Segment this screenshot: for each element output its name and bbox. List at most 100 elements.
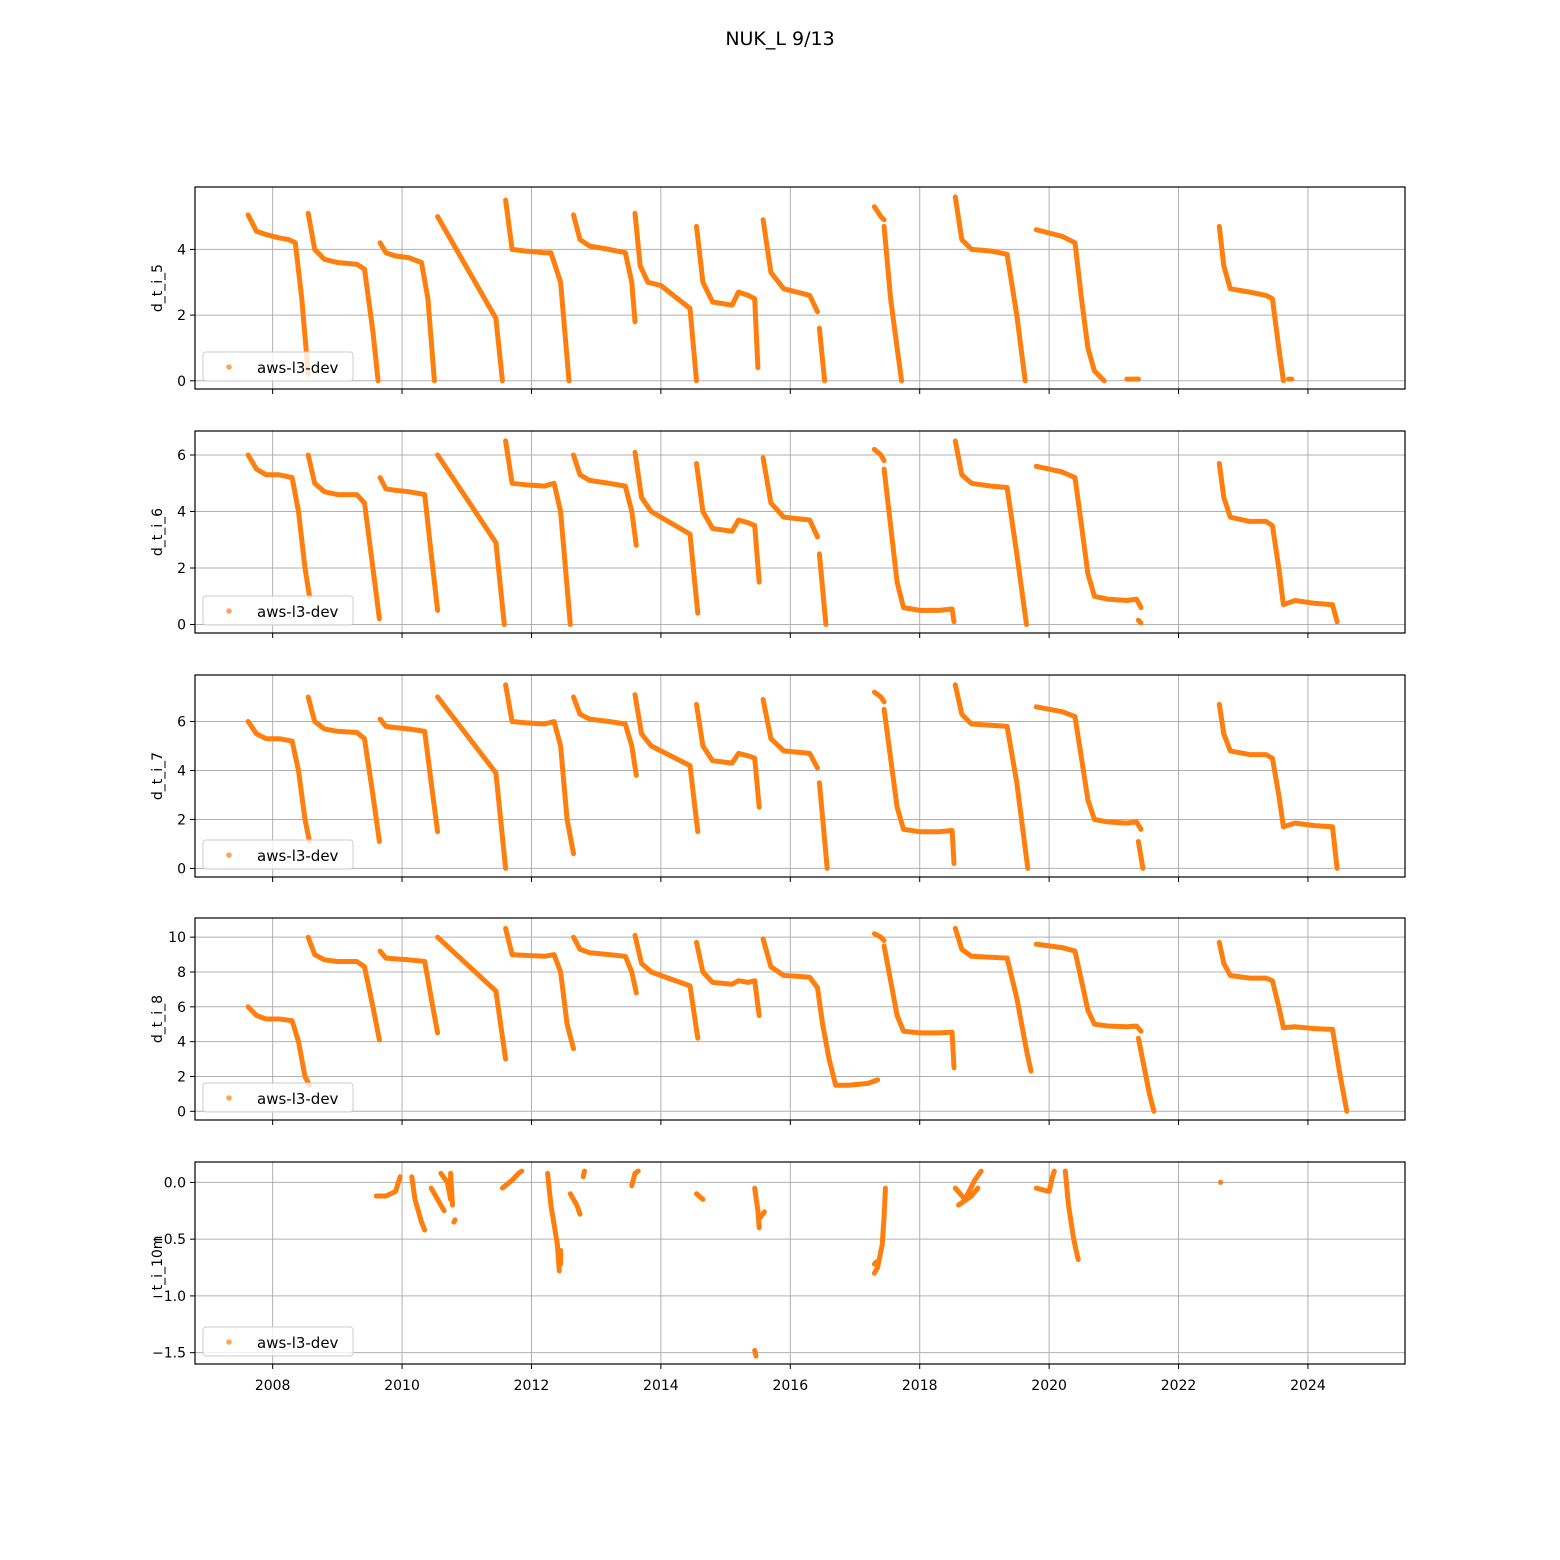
data-trace <box>571 212 638 325</box>
data-trace <box>694 939 762 1018</box>
subplot-d-t-i-7: 0 2 4 6 d_t_i_7 aws-l3-dev <box>150 674 1406 882</box>
legend-box <box>202 839 354 870</box>
data-trace <box>760 697 820 771</box>
data-trace <box>503 438 573 627</box>
data-trace <box>377 716 441 835</box>
data-trace <box>816 780 830 871</box>
series-aws-l3-dev <box>245 438 1340 627</box>
data-trace <box>435 694 509 871</box>
data-trace <box>245 452 312 599</box>
figure-title: NUK_L 9/13 <box>725 28 834 50</box>
y-tick-label: 6 <box>177 1000 186 1016</box>
data-trace <box>1033 941 1144 1034</box>
legend-box <box>202 1082 354 1113</box>
data-trace <box>435 452 507 627</box>
legend-marker <box>226 364 232 370</box>
legend-box <box>202 351 354 382</box>
x-tick-label: 2008 <box>255 1378 291 1394</box>
data-trace <box>503 197 572 384</box>
y-tick-label: 0 <box>177 1104 186 1120</box>
data-trace <box>499 1168 525 1191</box>
y-tick-label: 2 <box>177 308 186 324</box>
data-trace <box>1033 463 1144 611</box>
data-point <box>1218 1179 1224 1185</box>
series-aws-l3-dev <box>245 682 1340 871</box>
legend: aws-l3-dev <box>202 839 354 870</box>
plot-area <box>195 918 1405 1120</box>
data-trace <box>632 932 701 1041</box>
data-trace <box>881 943 957 1071</box>
legend: aws-l3-dev <box>202 351 354 382</box>
data-trace <box>451 1217 458 1225</box>
grid <box>195 431 1405 633</box>
y-axis-label: t_i_10m <box>150 1236 166 1291</box>
legend-marker <box>226 1339 232 1345</box>
plot-area <box>195 187 1405 389</box>
data-trace <box>871 204 887 223</box>
data-trace <box>377 240 437 384</box>
axes-frame <box>194 674 1406 878</box>
legend-label: aws-l3-dev <box>257 603 339 621</box>
y-axis-label: d_t_i_7 <box>150 752 166 800</box>
legend: aws-l3-dev <box>202 1082 354 1113</box>
data-trace <box>871 446 887 464</box>
y-tick-label: 6 <box>177 715 186 731</box>
y-tick-label: 4 <box>177 505 186 521</box>
axes-frame <box>194 186 1406 390</box>
x-tick-label: 2014 <box>643 1378 679 1394</box>
data-trace <box>305 210 381 384</box>
data-trace <box>871 931 887 944</box>
axes-frame <box>194 430 1406 634</box>
grid <box>195 187 1405 389</box>
x-tick-label: 2016 <box>772 1378 808 1394</box>
data-trace <box>760 217 820 315</box>
y-axis-label: d_t_i_8 <box>150 995 166 1043</box>
subplot-d-t-i-5: 0 2 4 d_t_i_5 aws-l3-dev <box>150 186 1406 394</box>
y-axis-label: d_t_i_6 <box>150 508 166 556</box>
data-trace <box>571 452 639 548</box>
data-trace <box>629 1168 641 1189</box>
axes-frame <box>194 1161 1406 1365</box>
data-trace <box>1033 704 1144 832</box>
data-trace <box>694 701 762 810</box>
data-trace <box>409 1174 428 1233</box>
legend-label: aws-l3-dev <box>257 1334 339 1352</box>
plot-area <box>195 431 1405 633</box>
data-trace <box>428 1185 447 1214</box>
data-trace <box>760 936 881 1088</box>
y-tick-label: 2 <box>177 812 186 828</box>
data-trace <box>632 449 701 616</box>
data-trace <box>871 1259 879 1267</box>
data-trace <box>881 466 957 625</box>
data-trace <box>503 925 576 1052</box>
data-trace <box>756 1209 767 1222</box>
data-trace <box>571 934 639 996</box>
data-trace <box>816 551 829 627</box>
data-trace <box>1062 1168 1081 1263</box>
data-trace <box>952 682 1031 871</box>
plot-area <box>195 675 1405 877</box>
legend: aws-l3-dev <box>202 1326 354 1357</box>
legend: aws-l3-dev <box>202 595 354 626</box>
data-trace <box>752 1347 759 1359</box>
data-trace <box>1216 939 1350 1114</box>
y-tick-label: 8 <box>177 965 186 981</box>
subplot-d-t-i-6: 0 2 4 6 d_t_i_6 aws-l3-dev <box>150 430 1406 638</box>
legend-box <box>202 595 354 626</box>
data-trace <box>305 934 382 1043</box>
series-aws-l3-dev <box>245 194 1295 384</box>
data-trace <box>245 212 311 377</box>
data-trace <box>435 934 509 1062</box>
data-trace <box>694 223 761 371</box>
legend-label: aws-l3-dev <box>257 359 339 377</box>
y-tick-label: −1.0 <box>152 1289 186 1305</box>
data-trace <box>438 1170 455 1208</box>
subplots: 0 2 4 d_t_i_5 aws-l3-dev 0 2 4 6 d_t_i_6 aws-l3-de… <box>150 186 1406 1394</box>
legend-marker <box>226 608 232 614</box>
legend-label: aws-l3-dev <box>257 847 339 865</box>
data-trace <box>952 438 1029 627</box>
data-trace <box>377 475 441 613</box>
y-tick-label: 0 <box>177 861 186 877</box>
x-tick-label: 2022 <box>1161 1378 1197 1394</box>
